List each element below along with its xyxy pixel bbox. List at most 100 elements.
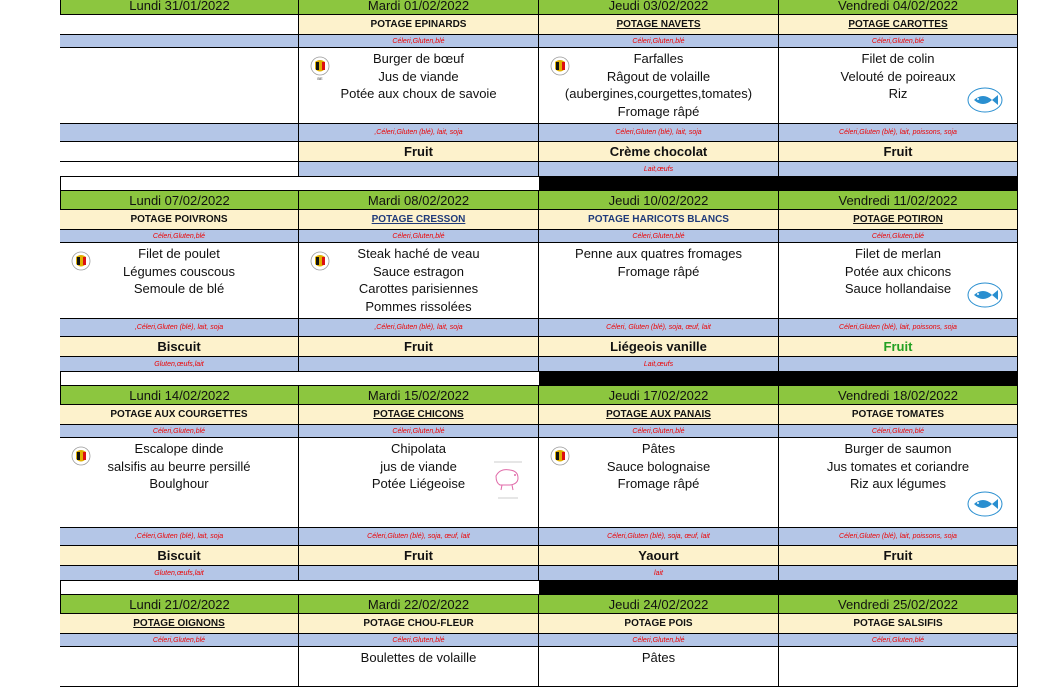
soup-name: POTAGE AUX PANAIS — [539, 405, 779, 425]
dish-line: Filet de colin — [861, 51, 935, 66]
soup-allergens — [60, 35, 299, 48]
day-header: Jeudi 10/02/2022 — [539, 191, 779, 210]
day-header: Lundi 31/01/2022 — [60, 0, 299, 15]
dish-line: Steak haché de veau — [357, 246, 480, 261]
soup-allergens: Céleri,Gluten,blé — [779, 35, 1018, 48]
main-allergens — [60, 124, 299, 142]
dessert-allergens: Gluten,œufs,lait — [60, 357, 299, 372]
soup-name: POTAGE CHOU-FLEUR — [299, 614, 539, 634]
belgian-flag-badge-icon — [71, 251, 91, 271]
day-header: Jeudi 17/02/2022 — [539, 386, 779, 405]
week-separator — [60, 581, 1018, 595]
belgian-flag-badge-icon — [71, 446, 91, 466]
day-header: Mardi 22/02/2022 — [299, 595, 539, 614]
soup-allergens: Céleri,Gluten,blé — [539, 425, 779, 438]
dish-line: Fromage râpé — [617, 263, 700, 279]
day-header: Mardi 01/02/2022 — [299, 0, 539, 15]
main-dish: Filet de poulet Légumes couscous Semoule… — [60, 243, 299, 319]
dish-line: Penne aux quatres fromages — [575, 246, 742, 261]
day-header: Vendredi 04/02/2022 — [779, 0, 1018, 15]
day-header: Mardi 08/02/2022 — [299, 191, 539, 210]
soup-allergens: Céleri,Gluten,blé — [299, 230, 539, 243]
dish-line: Riz — [888, 86, 908, 101]
dish-line: Potée aux chicons — [844, 263, 952, 279]
dish-line: Fromage râpé — [617, 476, 700, 491]
soup-allergens: Céleri,Gluten,blé — [60, 230, 299, 243]
dish-line: Jus de viande — [378, 68, 459, 84]
dish-line: Boulettes de volaille — [360, 650, 477, 665]
week-row: Lundi 21/02/2022 Mardi 22/02/2022 Jeudi … — [60, 595, 1018, 687]
dessert: Crème chocolat — [539, 142, 779, 162]
soup-name: POTAGE CHICONS — [299, 405, 539, 425]
soup-name: POTAGE SALSIFIS — [779, 614, 1018, 634]
dessert-allergens: Lait,œufs — [539, 162, 779, 177]
dish-line: Riz aux légumes — [849, 476, 947, 491]
dessert-allergens: Lait,œufs — [539, 357, 779, 372]
belgian-flag-badge-icon — [310, 251, 330, 271]
dish-line: Carottes parisiennes — [358, 281, 479, 296]
soup-name: POTAGE CAROTTES — [779, 15, 1018, 35]
day-header: Lundi 21/02/2022 — [60, 595, 299, 614]
dish-line: Sauce bolognaise — [606, 458, 711, 474]
main-allergens: Céleri, Gluten (blé), soja, œuf, lait — [539, 319, 779, 337]
dish-line: Sauce hollandaise — [844, 281, 952, 296]
dessert-allergens — [299, 566, 539, 581]
main-allergens: ,Céleri,Gluten (blé), lait, soja — [60, 528, 299, 546]
soup-allergens: Céleri,Gluten,blé — [779, 425, 1018, 438]
main-allergens: ,Céleri,Gluten (blé), lait, soja — [299, 319, 539, 337]
dessert: Liégeois vanille — [539, 337, 779, 357]
dish-line: Jus tomates et coriandre — [826, 458, 970, 474]
main-dish — [60, 48, 299, 124]
dessert: Fruit — [299, 546, 539, 566]
dessert: Fruit — [779, 546, 1018, 566]
week-separator — [60, 372, 1018, 386]
soup-allergens: Céleri,Gluten,blé — [539, 35, 779, 48]
dish-line: Pâtes — [641, 441, 676, 456]
soup-name: POTAGE POTIRON — [779, 210, 1018, 230]
main-allergens: Céleri,Gluten (blé), lait, soja — [539, 124, 779, 142]
week-row: Lundi 14/02/2022 Mardi 15/02/2022 Jeudi … — [60, 386, 1018, 581]
dessert-allergens — [60, 162, 299, 177]
dish-line: Farfalles — [633, 51, 684, 66]
soup-allergens: Céleri,Gluten,blé — [299, 35, 539, 48]
sustainable-fish-label-icon — [967, 87, 1003, 113]
main-dish: Pâtes Sauce bolognaise Fromage râpé — [539, 438, 779, 528]
soup-allergens: Céleri,Gluten,blé — [779, 230, 1018, 243]
main-dish: Penne aux quatres fromages Fromage râpé — [539, 243, 779, 319]
pork-label-icon — [494, 461, 522, 499]
week-separator — [60, 177, 1018, 191]
dish-line: Chipolata — [391, 441, 446, 456]
dessert: Fruit — [299, 142, 539, 162]
main-dish: Farfalles Râgout de volaille (aubergines… — [539, 48, 779, 124]
dessert: Biscuit — [60, 546, 299, 566]
soup-name: POTAGE TOMATES — [779, 405, 1018, 425]
day-header: Mardi 15/02/2022 — [299, 386, 539, 405]
soup-name: POTAGE POIS — [539, 614, 779, 634]
dessert-allergens — [299, 357, 539, 372]
dish-line: Filet de merlan — [855, 246, 941, 261]
dessert-allergens — [779, 162, 1018, 177]
dessert-allergens — [299, 162, 539, 177]
main-allergens: ,Céleri,Gluten (blé), lait, soja — [60, 319, 299, 337]
main-dish: Filet de colin Velouté de poireaux Riz — [779, 48, 1018, 124]
dish-line: Burger de bœuf — [372, 51, 465, 66]
soup-empty — [60, 15, 299, 35]
main-allergens: Céleri,Gluten (blé), soja, œuf, lait — [539, 528, 779, 546]
soup-allergens: Céleri,Gluten,blé — [299, 634, 539, 647]
soup-name: POTAGE OIGNONS — [60, 614, 299, 634]
soup-name: POTAGE AUX COURGETTES — [60, 405, 299, 425]
dish-line: (aubergines,courgettes,tomates) — [564, 86, 753, 101]
soup-allergens: Céleri,Gluten,blé — [60, 634, 299, 647]
soup-allergens: Céleri,Gluten,blé — [299, 425, 539, 438]
dish-line: jus de viande — [380, 458, 457, 474]
main-allergens: Céleri,Gluten (blé), lait, poissons, soj… — [779, 319, 1018, 337]
day-header: Vendredi 25/02/2022 — [779, 595, 1018, 614]
dish-line: Filet de poulet — [138, 246, 220, 261]
main-dish — [779, 647, 1018, 687]
soup-allergens: Céleri,Gluten,blé — [539, 634, 779, 647]
dish-line: Légumes couscous — [122, 263, 235, 279]
dish-line: Potée Liégeoise — [371, 476, 466, 491]
soup-name: POTAGE HARICOTS BLANCS — [539, 210, 779, 230]
dish-line: Semoule de blé — [133, 281, 225, 296]
main-dish: Steak haché de veau Sauce estragon Carot… — [299, 243, 539, 319]
